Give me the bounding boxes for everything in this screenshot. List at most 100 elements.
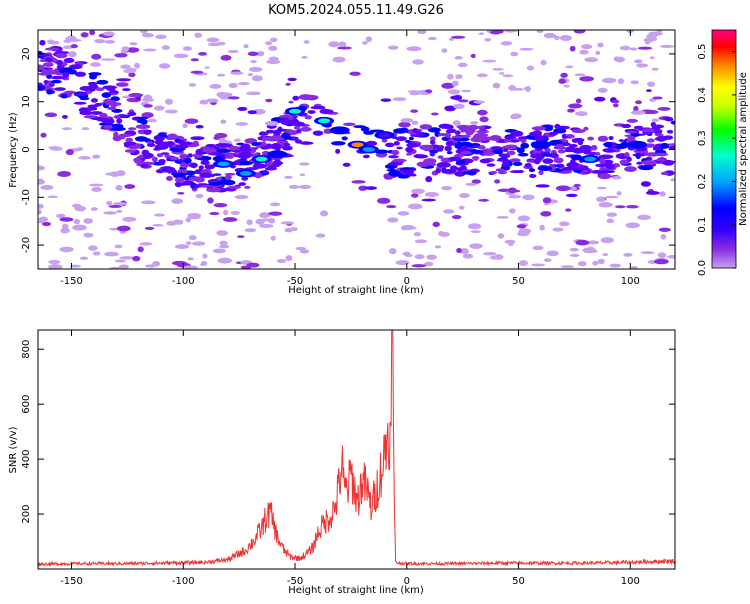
spectrogram-cell bbox=[365, 140, 378, 146]
spectrogram-cell bbox=[569, 253, 580, 257]
spectrogram-cell bbox=[94, 102, 102, 107]
spectrogram-cell bbox=[158, 141, 173, 147]
spectrogram-cell bbox=[654, 152, 669, 157]
spectrogram-cell bbox=[44, 112, 58, 118]
spectrogram-cell bbox=[489, 30, 502, 35]
spectrogram-cell bbox=[432, 221, 440, 228]
snr-series-line bbox=[38, 330, 675, 568]
spectrogram-cell bbox=[405, 139, 411, 143]
spectrogram-cell bbox=[195, 124, 204, 129]
spectrogram-cell bbox=[539, 224, 545, 231]
spectrogram-ytick-label: -20 bbox=[21, 237, 32, 253]
spectrogram-cell bbox=[536, 30, 544, 34]
spectrogram-cell bbox=[112, 202, 128, 206]
spectrogram-cell bbox=[74, 92, 88, 96]
spectrogram-cell bbox=[575, 239, 590, 246]
spectrogram-cell bbox=[175, 144, 189, 149]
spectrogram-cell bbox=[132, 255, 141, 262]
spectrogram-hotspot-core bbox=[255, 156, 268, 162]
spectrogram-cell bbox=[503, 30, 519, 33]
spectrogram-cell bbox=[178, 141, 193, 146]
spectrogram-cell bbox=[213, 202, 228, 208]
spectrogram-hotspot-core bbox=[217, 161, 230, 167]
spectrogram-cell bbox=[654, 136, 668, 142]
spectrogram-cell bbox=[56, 213, 66, 219]
spectrogram-cell bbox=[456, 247, 462, 254]
spectrogram-cell bbox=[397, 211, 410, 216]
spectrogram-cell bbox=[139, 242, 153, 246]
spectrogram-cell bbox=[652, 96, 663, 100]
spectrogram-cell bbox=[608, 136, 614, 141]
spectrogram-cell bbox=[446, 151, 453, 155]
spectrogram-cell bbox=[448, 156, 462, 162]
spectrogram-cell bbox=[413, 154, 424, 158]
spectrogram-cell bbox=[454, 143, 462, 149]
spectrogram-cell bbox=[174, 181, 183, 188]
spectrogram-cell bbox=[206, 98, 219, 103]
spectrogram-cell bbox=[207, 42, 222, 47]
spectrogram-cell bbox=[476, 73, 488, 78]
spectrogram-cell bbox=[460, 134, 471, 138]
spectrogram-cell bbox=[502, 161, 509, 165]
spectrogram-cell bbox=[282, 142, 291, 147]
spectrogram-cell bbox=[659, 44, 675, 48]
spectrogram-cell bbox=[457, 62, 468, 68]
spectrogram-cell bbox=[522, 194, 535, 201]
spectrogram-cell bbox=[200, 146, 210, 150]
spectrogram-cell bbox=[637, 214, 651, 221]
spectrogram-cell bbox=[102, 31, 115, 37]
spectrogram-cell bbox=[38, 82, 43, 86]
spectrogram-cell bbox=[392, 97, 407, 102]
spectrogram-cell bbox=[61, 223, 69, 230]
spectrogram-cell bbox=[40, 184, 54, 191]
spectrogram-cell bbox=[187, 257, 194, 261]
spectrogram-cell bbox=[385, 142, 395, 148]
spectrogram-cell bbox=[174, 177, 185, 183]
spectrogram-cell bbox=[609, 263, 622, 268]
spectrogram-cell bbox=[38, 209, 42, 215]
spectrogram-cell bbox=[129, 42, 138, 46]
spectrogram-cell bbox=[155, 169, 165, 174]
spectrogram-cell bbox=[116, 225, 131, 232]
snr-ytick-label: 400 bbox=[21, 450, 32, 469]
spectrogram-cell bbox=[477, 109, 488, 116]
spectrogram-cell bbox=[116, 78, 132, 82]
spectrogram-cell bbox=[512, 161, 523, 167]
spectrogram-cell bbox=[153, 105, 165, 111]
spectrogram-cell bbox=[171, 260, 187, 266]
spectrogram-cell bbox=[96, 79, 109, 85]
spectrogram-cell bbox=[417, 30, 427, 35]
spectrogram-cell bbox=[619, 45, 631, 51]
spectrogram-cell bbox=[535, 184, 550, 188]
spectrogram-cell bbox=[453, 103, 465, 109]
spectrogram-cell bbox=[218, 244, 230, 249]
spectrogram-cell bbox=[670, 178, 675, 182]
spectrogram-cell bbox=[572, 137, 585, 143]
spectrogram-cell bbox=[526, 65, 535, 71]
spectrogram-cell bbox=[509, 170, 525, 174]
spectrogram-cell bbox=[387, 162, 403, 166]
spectrogram-cell bbox=[645, 89, 652, 93]
spectrogram-cell bbox=[662, 159, 675, 166]
spectrogram-hotspot-core bbox=[362, 147, 375, 152]
spectrogram-cell bbox=[213, 135, 221, 140]
spectrogram-cell bbox=[79, 111, 93, 116]
spectrogram-cell bbox=[120, 64, 131, 69]
spectrogram-cell bbox=[473, 100, 485, 104]
spectrogram-cell bbox=[116, 82, 129, 87]
spectrogram-cell bbox=[169, 156, 179, 161]
spectrogram-cell bbox=[613, 143, 628, 150]
spectrogram-cell bbox=[174, 244, 190, 249]
spectrogram-cell bbox=[330, 141, 346, 146]
spectrogram-cell bbox=[570, 186, 578, 191]
spectrogram-cell bbox=[141, 112, 154, 119]
spectrogram-cell bbox=[460, 89, 472, 93]
spectrogram-cell bbox=[38, 179, 45, 185]
spectrogram-cell bbox=[73, 101, 87, 105]
spectrogram-cell bbox=[198, 165, 204, 170]
spectrogram-cell bbox=[135, 124, 151, 130]
spectrogram-cell bbox=[553, 157, 564, 164]
spectrogram-cell bbox=[105, 172, 119, 176]
spectrogram-cell bbox=[575, 98, 582, 104]
